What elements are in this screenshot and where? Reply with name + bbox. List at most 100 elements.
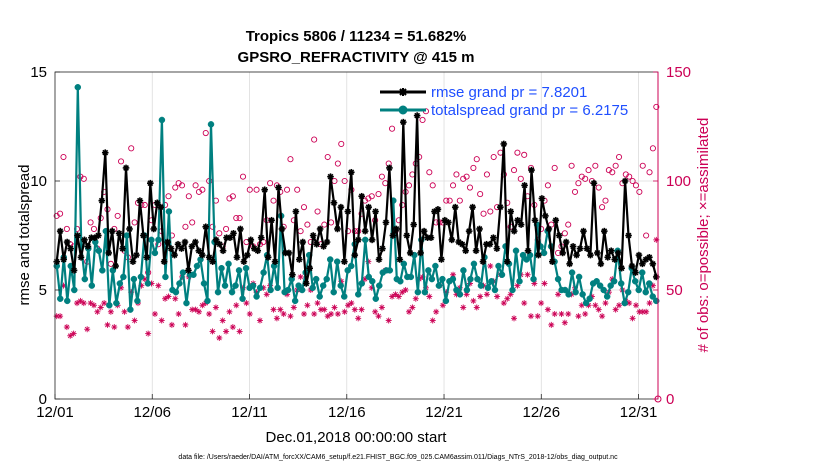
totalspread-point [88,282,96,289]
obs-assimilated-point [375,313,382,320]
obs-possible-point [514,149,521,156]
obs-assimilated-point [544,306,551,313]
rmse-point [257,234,265,241]
obs-assimilated-point [273,315,280,322]
data-file-footnote: data file: /Users/raeder/DAI/ATM_forcXX/… [178,454,618,461]
obs-possible-point [294,186,301,193]
totalspread-point [474,275,481,283]
rmse-point [285,249,293,257]
rmse-point [74,232,81,239]
totalspread-point [386,267,394,274]
obs-assimilated-point [643,308,650,315]
rmse-point [597,260,605,268]
totalspread-point [57,295,64,302]
obs-possible-point [639,162,646,169]
rmse-point [490,234,497,241]
obs-assimilated-point [602,300,609,307]
obs-assimilated-point [392,291,399,298]
totalspread-point [218,264,225,272]
rmse-point [393,225,400,233]
obs-possible-point [612,162,619,169]
totalspread-point [134,297,141,305]
totalspread-point [498,271,506,278]
totalspread-point [610,278,618,285]
totalspread-point [158,116,166,124]
rmse-point [503,258,511,265]
obs-assimilated-point [236,328,243,335]
totalspread-point [127,306,134,313]
obs-assimilated-point [389,293,396,300]
obs-assimilated-point [527,313,534,320]
rmse-point [507,208,515,215]
totalspread-point [491,286,499,294]
rmse-point [445,219,452,226]
totalspread-point [376,282,383,289]
obs-possible-point [389,125,396,132]
rmse-point [555,232,563,239]
rmse-point [157,203,164,211]
x-tick-label: 12/26 [523,404,561,421]
rmse-point [649,260,657,268]
obs-assimilated-point [555,291,562,298]
obs-assimilated-point [351,306,358,313]
obs-possible-point [314,208,321,215]
rmse-point [230,230,237,237]
rmse-point [60,256,67,263]
obs-possible-point [456,197,463,204]
obs-assimilated-point [331,304,338,311]
rmse-point [500,140,508,148]
obs-assimilated-point [195,308,202,315]
totalspread-point [579,291,586,298]
totalspread-line [55,86,658,311]
rmse-point [399,118,407,126]
rmse-point [358,192,365,200]
totalspread-point [274,284,281,292]
rmse-point [389,232,397,239]
obs-possible-point [246,186,253,193]
totalspread-point [512,247,520,255]
rmse-point [192,238,199,246]
obs-assimilated-point [97,304,104,311]
rmse-point [552,216,560,224]
rmse-point [479,258,487,265]
obs-possible-point [592,162,599,169]
rmse-point [205,254,213,261]
x-tick-label: 12/11 [231,404,267,421]
obs-possible-point [595,184,602,191]
obs-assimilated-point [311,310,318,317]
rmse-point [368,236,376,244]
rmse-point [542,212,549,220]
totalspread-point [106,302,113,309]
rmse-point [289,271,296,279]
obs-possible-point [429,182,436,189]
obs-possible-point [446,197,453,204]
totalspread-point [397,278,404,285]
legend: rmse grand pr = 7.8201 totalspread grand… [380,84,628,119]
obs-possible-point [483,171,490,178]
obs-possible-point [60,153,67,161]
totalspread-point [190,271,197,278]
rmse-point [122,164,130,172]
rmse-point [538,195,546,202]
obs-possible-point [510,167,518,174]
obs-assimilated-point [334,310,341,317]
obs-possible-point [90,225,98,233]
rmse-point [77,254,85,261]
y-axis-label-left: rmse and totalspread [16,165,33,306]
obs-possible-point [443,197,450,204]
x-tick-label: 12/01 [36,404,74,421]
obs-assimilated-point [212,304,219,311]
obs-assimilated-point [473,304,480,311]
totalspread-point [414,288,422,296]
rmse-point [351,251,359,259]
obs-possible-point [239,173,247,180]
obs-assimilated-point [538,300,545,307]
rmse-point [531,216,539,224]
obs-assimilated-point [433,308,440,315]
rmse-point [462,247,469,255]
obs-assimilated-point [155,282,162,289]
obs-assimilated-point [460,304,467,311]
obs-possible-point [561,230,568,237]
totalspread-point [621,299,628,307]
rmse-point [292,208,300,215]
